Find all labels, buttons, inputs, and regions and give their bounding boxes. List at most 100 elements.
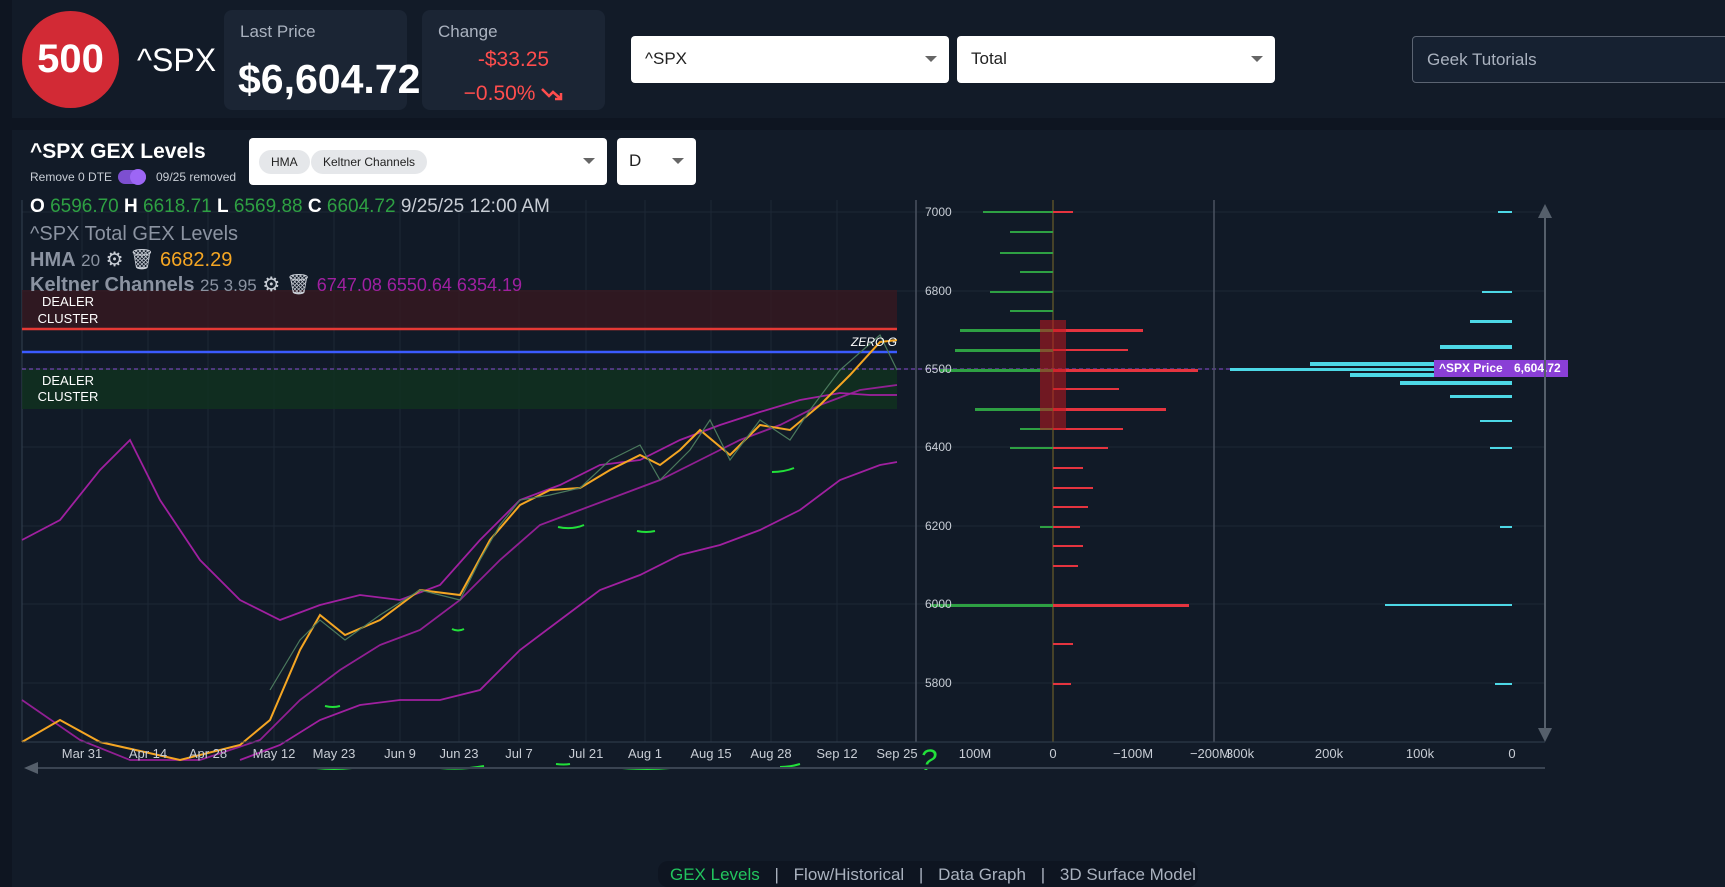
high-label: H [124, 196, 138, 217]
svg-text:300k: 300k [1226, 746, 1255, 761]
symbol-label: ^SPX [137, 42, 217, 78]
change-label: Change [438, 22, 498, 41]
indicator-chip-keltner[interactable]: Keltner Channels [311, 150, 428, 174]
keltner-name: Keltner Channels [30, 274, 195, 296]
svg-text:6800: 6800 [925, 284, 952, 298]
hma-params: 20 [81, 251, 101, 270]
scroll-up-icon[interactable] [1538, 204, 1552, 218]
last-price-label: Last Price [240, 22, 316, 41]
svg-text:5800: 5800 [925, 676, 952, 690]
dealer-cluster-upper-zone [22, 290, 897, 330]
keltner-params: 25 3.95 [200, 276, 257, 295]
keltner-values: 6747.08 6550.64 6354.19 [316, 275, 522, 295]
gex-put-bars [1053, 211, 1198, 685]
svg-text:Aug 1: Aug 1 [628, 746, 662, 761]
close-value: 6604.72 [326, 196, 396, 217]
svg-text:6000: 6000 [925, 597, 952, 611]
interval-select[interactable]: D [617, 138, 696, 185]
tutorials-label: Geek Tutorials [1427, 50, 1537, 69]
legend-hma-row: HMA 20 ⚙ 🗑 6682.29 [30, 247, 232, 272]
tab-divider: | [918, 865, 924, 884]
tab-flow-historical[interactable]: Flow/Historical [793, 865, 905, 884]
gear-icon[interactable]: ⚙ [105, 249, 124, 271]
price-tag-value-box [1512, 360, 1568, 377]
remove-0dte-toggle[interactable] [118, 169, 146, 185]
change-pct: −0.50% [463, 82, 536, 105]
keltner-lower [239, 461, 898, 761]
dealer-cluster-lower-label: DEALER CLUSTER [38, 373, 99, 404]
svg-text:Sep 25: Sep 25 [876, 746, 917, 761]
tutorials-select[interactable]: Geek Tutorials [1412, 36, 1725, 83]
svg-text:Apr 28: Apr 28 [189, 746, 227, 761]
price-line [269, 334, 898, 691]
y-axis-labels: 7000 6800 6500 6400 6200 6000 5800 [925, 205, 952, 690]
interval-value: D [629, 151, 642, 170]
tab-data-graph[interactable]: Data Graph [938, 865, 1026, 884]
chevron-down-icon [925, 56, 937, 62]
open-value: 6596.70 [50, 196, 119, 217]
ticker-select[interactable]: ^SPX [631, 36, 949, 83]
svg-text:Jul 21: Jul 21 [569, 746, 604, 761]
last-price-card: Last Price $6,604.72 [224, 10, 420, 110]
keltner-mid [21, 384, 898, 761]
tab-gex-levels[interactable]: GEX Levels [670, 865, 760, 884]
open-label: O [30, 196, 45, 217]
price-tag-value: 6,604.72 [1514, 361, 1561, 375]
gex-near-money-cluster [1040, 320, 1066, 430]
high-value: 6618.71 [143, 196, 212, 217]
keltner-upper [21, 392, 897, 621]
svg-text:DEALER: DEALER [42, 294, 94, 309]
svg-text:Aug 15: Aug 15 [690, 746, 731, 761]
low-value: 6569.88 [233, 196, 303, 217]
svg-text:Mar 31: Mar 31 [62, 746, 102, 761]
trash-icon[interactable]: 🗑 [285, 274, 312, 296]
close-label: C [307, 196, 322, 217]
svg-text:0: 0 [1508, 746, 1515, 761]
indicator-select[interactable]: HMA Keltner Channels [249, 138, 607, 185]
volume-axis-labels: 300k 200k 100k 0 [1226, 746, 1516, 761]
removed-date-label: 09/25 removed [156, 170, 237, 184]
x-axis-labels: Mar 31 Apr 14 Apr 28 May 12 May 23 Jun 9 Ju… [62, 746, 918, 761]
svg-text:6400: 6400 [925, 440, 952, 454]
trend-down-icon [541, 88, 563, 101]
question-mark-annotation: ? [920, 744, 937, 777]
svg-text:Apr 14: Apr 14 [129, 746, 167, 761]
price-tag-label-box [1434, 360, 1512, 377]
svg-text:6200: 6200 [925, 519, 952, 533]
price-tag-label: ^SPX Price [1439, 361, 1503, 375]
svg-text:Aug 28: Aug 28 [750, 746, 791, 761]
scroll-down-icon[interactable] [1538, 728, 1552, 742]
zero-g-label: ZERO G [850, 335, 897, 349]
svg-text:100M: 100M [959, 746, 992, 761]
svg-text:100k: 100k [1406, 746, 1435, 761]
svg-text:0: 0 [1049, 746, 1056, 761]
change-pct-row: −0.50% [422, 82, 605, 106]
hma-value: 6682.29 [160, 249, 233, 271]
ohlc-row: O 6596.70 H 6618.71 L 6569.88 C 6604.72 … [30, 196, 550, 218]
ticker-select-value: ^SPX [645, 49, 687, 68]
panel-title: ^SPX GEX Levels [30, 140, 206, 163]
scroll-left-icon[interactable] [24, 762, 38, 774]
svg-text:6500: 6500 [925, 362, 952, 376]
toggle-knob [130, 169, 146, 185]
svg-text:200k: 200k [1315, 746, 1344, 761]
svg-text:Sep 12: Sep 12 [816, 746, 857, 761]
bar-datetime: 9/25/25 12:00 AM [400, 196, 550, 217]
change-card: Change -$33.25 −0.50% [422, 10, 605, 110]
legend-keltner-row: Keltner Channels 25 3.95 ⚙ 🗑 6747.08 655… [30, 272, 522, 297]
tab-3d-surface[interactable]: 3D Surface Model [1059, 865, 1196, 884]
svg-text:CLUSTER: CLUSTER [38, 311, 99, 326]
type-select-value: Total [971, 49, 1007, 68]
indicator-chip-hma[interactable]: HMA [259, 150, 310, 174]
trash-icon[interactable]: 🗑 [129, 249, 155, 271]
svg-text:May 23: May 23 [313, 746, 356, 761]
chevron-down-icon[interactable] [583, 158, 595, 164]
gear-icon[interactable]: ⚙ [262, 274, 281, 296]
type-select[interactable]: Total [957, 36, 1275, 83]
dealer-cluster-upper-label: DEALER CLUSTER [38, 294, 99, 326]
low-label: L [217, 196, 229, 217]
svg-text:DEALER: DEALER [42, 373, 94, 388]
hma-name: HMA [30, 249, 76, 271]
svg-text:−200M: −200M [1190, 746, 1230, 761]
